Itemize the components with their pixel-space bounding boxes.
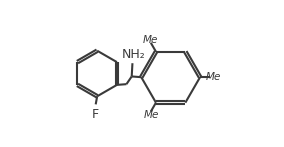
Text: Me: Me: [142, 35, 158, 45]
Text: Me: Me: [144, 110, 159, 120]
Text: F: F: [92, 108, 99, 121]
Text: Me: Me: [206, 72, 221, 82]
Text: NH₂: NH₂: [121, 48, 145, 61]
